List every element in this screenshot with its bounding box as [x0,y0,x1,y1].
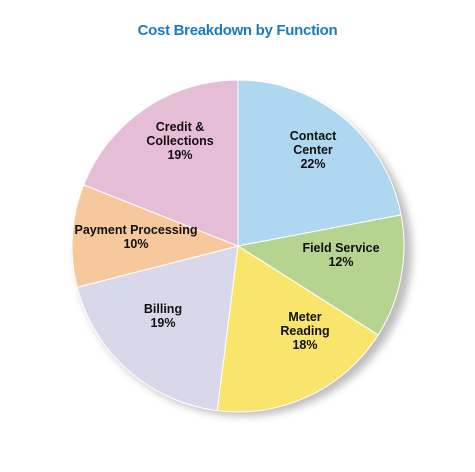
category-label: Contact Center [289,129,337,157]
pie-slice [83,79,239,247]
value-label: 19% [167,148,193,162]
pie-slice [237,79,402,247]
value-label: 18% [292,338,318,352]
category-label: Payment Processing [74,223,198,237]
category-label: Meter Reading [280,310,330,338]
category-label: Billing [143,302,183,316]
pie-slice [71,184,240,288]
value-label: 22% [300,157,326,171]
slices [71,79,405,413]
pie-slice [216,245,379,413]
category-label: Credit & Collections [146,120,214,148]
slice-label: Credit & Collections 19% [140,120,220,162]
chart-title: Cost Breakdown by Function [137,22,338,39]
slice-label: Contact Center 22% [283,129,343,171]
pie-slice [76,245,239,412]
slice-label: Billing 19% [133,302,193,330]
value-label: 10% [123,237,149,251]
category-label: Field Service [302,241,380,255]
pie-slice [236,214,405,336]
slice-label: Payment Processing 10% [71,223,201,251]
value-label: 19% [150,316,176,330]
value-label: 12% [328,255,354,269]
slice-label: Field Service 12% [291,241,391,269]
slice-label: Meter Reading 18% [275,310,335,352]
